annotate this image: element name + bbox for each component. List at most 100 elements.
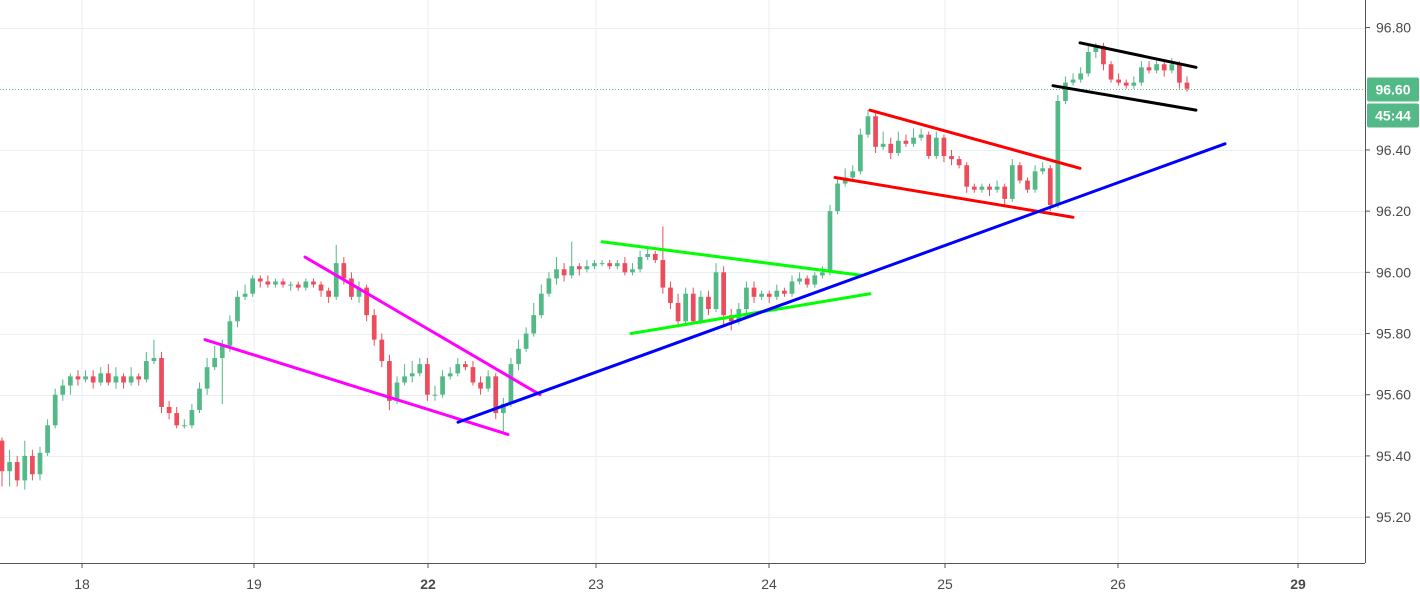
candle-up <box>554 269 559 279</box>
candle-up <box>1139 67 1144 83</box>
candle-up <box>394 382 400 401</box>
chart-axes <box>0 0 1366 564</box>
candle-up <box>630 269 635 273</box>
candle-up <box>447 373 453 377</box>
candle-down <box>660 260 666 288</box>
candle-down <box>1123 82 1129 86</box>
candle-down <box>1116 79 1121 83</box>
candle-down <box>105 373 111 383</box>
candle-down <box>0 440 5 472</box>
candle-down <box>873 116 878 147</box>
candle-up <box>235 296 240 322</box>
candle-up <box>440 376 445 395</box>
x-axis-labels: 18 19 22 23 24 25 26 29 <box>74 563 1306 592</box>
candle-up <box>333 263 339 297</box>
candle-up <box>250 278 256 294</box>
candle-down <box>622 263 628 273</box>
y-tick-label: 96.80 <box>1376 20 1411 36</box>
candle-down <box>470 367 476 383</box>
candle-down <box>371 315 377 340</box>
trendline <box>868 108 1082 170</box>
candle-up <box>1040 168 1046 172</box>
candle-down <box>311 281 316 285</box>
candle-up <box>523 333 529 349</box>
candle-down <box>387 361 392 401</box>
candle-down <box>721 272 726 316</box>
candle-down <box>364 287 369 316</box>
candle-up <box>1078 73 1084 80</box>
candle-down <box>1108 64 1114 80</box>
candle-up <box>895 140 901 153</box>
candle-up <box>356 287 362 297</box>
candle-down <box>493 376 499 414</box>
candle-up <box>37 452 43 475</box>
trendline <box>833 175 1075 219</box>
candle-up <box>409 373 415 377</box>
candle-up <box>538 293 544 316</box>
candle-down <box>379 339 385 362</box>
candle-down <box>136 376 142 380</box>
candle-down <box>14 462 20 481</box>
candle-up <box>713 272 719 310</box>
candle-down <box>926 134 932 157</box>
candle-down <box>675 302 681 322</box>
candle-up <box>599 263 605 265</box>
candle-up <box>812 275 818 285</box>
y-tick-label: 95.80 <box>1376 326 1411 342</box>
candle-up <box>181 425 187 427</box>
candle-up <box>835 183 840 212</box>
candle-up <box>1009 165 1015 199</box>
candle-down <box>941 137 947 157</box>
candle-down <box>159 357 164 407</box>
candle-down <box>971 186 977 190</box>
candle-up <box>516 348 521 365</box>
candle-up <box>744 287 749 310</box>
candle-up <box>789 281 795 294</box>
candle-up <box>797 278 802 282</box>
candle-up <box>546 278 552 294</box>
candle-down <box>607 263 613 267</box>
candle-up <box>569 266 575 276</box>
candle-up <box>531 315 537 334</box>
y-axis-labels: 96.80 96.40 96.20 96.00 95.80 95.60 95.40 95.20 <box>1365 20 1411 525</box>
candle-up <box>189 410 195 426</box>
candle-down <box>30 455 35 475</box>
candle-down <box>903 140 909 144</box>
candle-down <box>956 159 962 166</box>
candle-up <box>455 364 461 374</box>
candle-up <box>197 388 202 411</box>
trendline <box>456 142 1227 424</box>
x-tick-label: 24 <box>761 576 777 592</box>
candle-down <box>668 287 673 303</box>
candle-up <box>584 266 590 270</box>
candle-up <box>698 296 704 322</box>
candle-up <box>485 376 491 389</box>
price-badges: 96.60 45:44 <box>1367 77 1419 128</box>
candle-up <box>918 134 924 138</box>
candle-down <box>1184 82 1190 89</box>
candle-down <box>561 269 567 276</box>
candle-down <box>265 281 271 285</box>
candle-up <box>994 186 1000 190</box>
candle-down <box>782 290 787 294</box>
candle-up <box>508 364 514 404</box>
x-tick-label: 19 <box>246 576 262 592</box>
candle-up <box>933 137 939 157</box>
countdown-label: 45:44 <box>1375 108 1411 124</box>
candle-up <box>645 253 651 258</box>
trendline <box>1051 84 1198 112</box>
candle-down <box>280 281 286 285</box>
candle-up <box>60 385 66 395</box>
candle-up <box>850 171 856 178</box>
candle-down <box>121 376 126 383</box>
candle-up <box>1093 45 1099 53</box>
candle-up <box>113 376 119 383</box>
candle-down <box>751 287 757 297</box>
candle-up <box>402 376 407 383</box>
candle-down <box>341 263 347 279</box>
candle-up <box>303 281 309 288</box>
candle-down <box>706 296 711 310</box>
y-tick-label: 96.40 <box>1376 142 1411 158</box>
candle-up <box>98 373 104 383</box>
candle-up <box>432 394 438 396</box>
